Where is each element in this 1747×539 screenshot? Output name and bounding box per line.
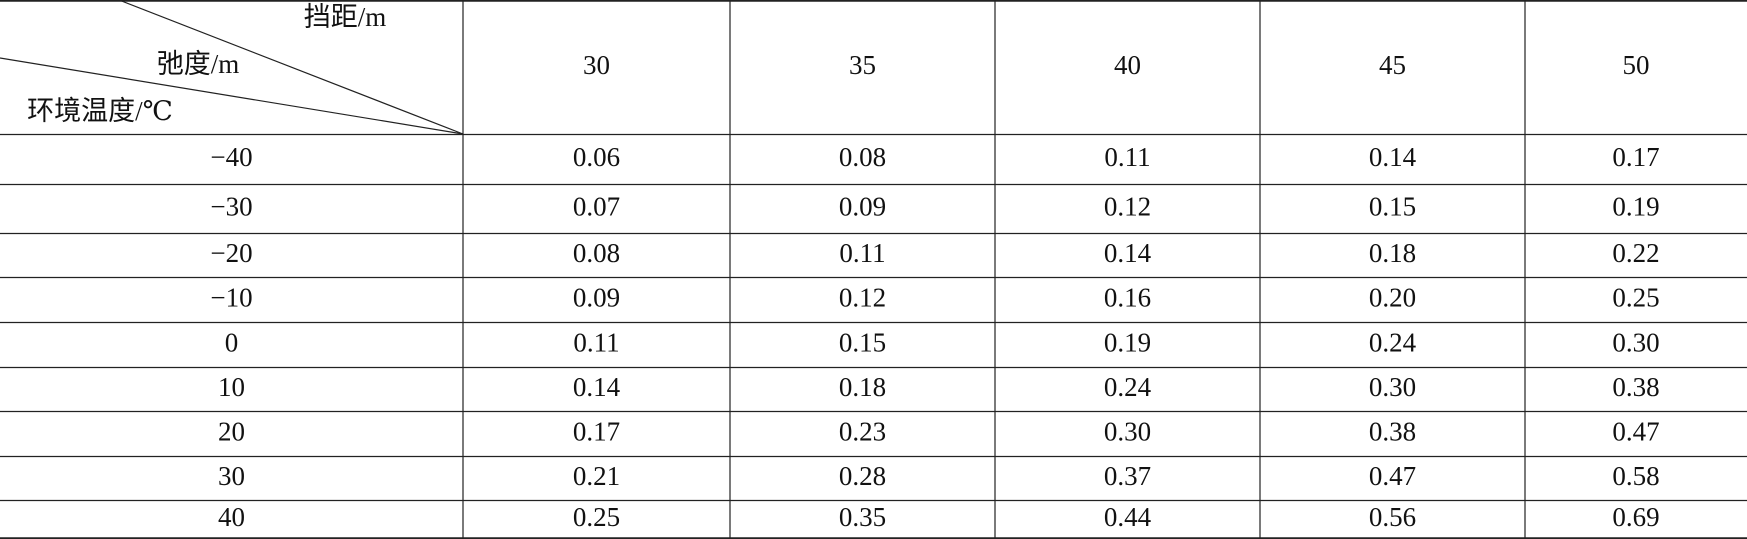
cell: 0.38	[1369, 417, 1416, 447]
cell: 0.11	[839, 238, 885, 268]
diagonal-line	[118, 0, 464, 135]
cell: 0.09	[573, 283, 620, 313]
cell: 0.18	[839, 372, 886, 402]
cell: 0.14	[1104, 238, 1152, 268]
cell: 0.15	[839, 328, 886, 358]
cell: 0.69	[1612, 502, 1659, 532]
row-header: 20	[218, 417, 245, 447]
row-header: −40	[210, 142, 252, 172]
cell: 0.21	[573, 461, 620, 491]
cell: 0.38	[1612, 372, 1659, 402]
cell: 0.22	[1612, 238, 1659, 268]
cell: 0.19	[1612, 192, 1659, 222]
row-header: −30	[210, 192, 252, 222]
cell: 0.09	[839, 192, 886, 222]
sag-label: 弛度/m	[157, 49, 240, 79]
diagonal-line	[0, 57, 464, 135]
cell: 0.17	[573, 417, 620, 447]
cell: 0.12	[839, 283, 886, 313]
column-header: 50	[1623, 50, 1650, 80]
cell: 0.16	[1104, 283, 1151, 313]
cell: 0.30	[1369, 372, 1416, 402]
cell: 0.15	[1369, 192, 1416, 222]
cell: 0.44	[1104, 502, 1152, 532]
cell: 0.14	[573, 372, 621, 402]
cell: 0.24	[1104, 372, 1152, 402]
column-header: 30	[583, 50, 610, 80]
cell: 0.30	[1104, 417, 1151, 447]
cell: 0.17	[1612, 142, 1659, 172]
cell: 0.14	[1369, 142, 1417, 172]
cell: 0.35	[839, 502, 886, 532]
cell: 0.06	[573, 142, 620, 172]
cell: 0.07	[573, 192, 620, 222]
row-header: −20	[210, 238, 252, 268]
cell: 0.28	[839, 461, 886, 491]
cell: 0.25	[1612, 283, 1659, 313]
cell: 0.11	[1104, 142, 1150, 172]
cell: 0.30	[1612, 328, 1659, 358]
cell: 0.19	[1104, 328, 1151, 358]
column-header: 35	[849, 50, 876, 80]
cell: 0.37	[1104, 461, 1151, 491]
temperature-label: 环境温度/℃	[27, 96, 173, 126]
row-header: 0	[225, 328, 239, 358]
cell: 0.11	[573, 328, 619, 358]
cell: 0.12	[1104, 192, 1151, 222]
cell: 0.08	[573, 238, 620, 268]
cell: 0.25	[573, 502, 620, 532]
span-label: 挡距/m	[304, 2, 387, 32]
cell: 0.24	[1369, 328, 1417, 358]
cell: 0.18	[1369, 238, 1416, 268]
row-header: 40	[218, 502, 245, 532]
column-header: 45	[1379, 50, 1406, 80]
row-header: 10	[218, 372, 245, 402]
cell: 0.56	[1369, 502, 1416, 532]
row-header: 30	[218, 461, 245, 491]
cell: 0.47	[1612, 417, 1659, 447]
cell: 0.58	[1612, 461, 1659, 491]
row-header: −10	[210, 283, 252, 313]
cell: 0.47	[1369, 461, 1416, 491]
cell: 0.08	[839, 142, 886, 172]
cell: 0.23	[839, 417, 886, 447]
column-header: 40	[1114, 50, 1141, 80]
cell: 0.20	[1369, 283, 1416, 313]
